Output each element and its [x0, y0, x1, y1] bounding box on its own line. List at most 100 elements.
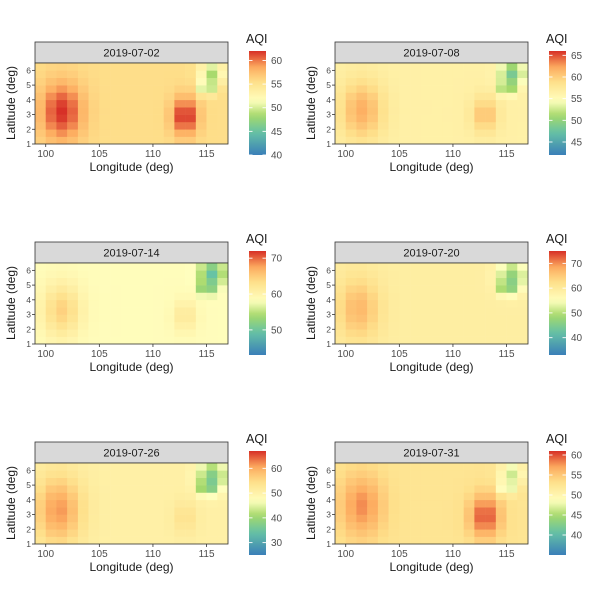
x-tick-label: 115 [199, 549, 215, 560]
heatmap-cell [56, 307, 68, 315]
heatmap-cell [131, 514, 143, 523]
heatmap-cell [206, 514, 218, 523]
heatmap-cell [388, 136, 400, 145]
heatmap-cell [367, 285, 379, 293]
heatmap-cell [410, 485, 422, 493]
heatmap-cell [99, 477, 111, 486]
heatmap-cell [152, 277, 164, 286]
heatmap-cell [99, 114, 111, 123]
heatmap-cell [77, 321, 89, 330]
colorbar-tick-label: 45 [571, 511, 583, 522]
heatmap-cell [35, 314, 47, 323]
heatmap-cell [356, 292, 368, 301]
y-tick-label: 3 [326, 510, 331, 520]
heatmap-cell [442, 92, 454, 101]
heatmap-cell [185, 277, 197, 286]
heatmap-cell [485, 77, 497, 86]
colorbar [549, 251, 566, 355]
heatmap-cell [517, 136, 529, 145]
heatmap-cell [410, 70, 422, 79]
heatmap-cell [110, 336, 122, 345]
heatmap-cell [506, 470, 518, 479]
heatmap-cell [45, 85, 57, 93]
heatmap-cell [131, 285, 143, 293]
heatmap-cell [485, 63, 497, 71]
heatmap-cell [131, 85, 143, 93]
heatmap-cell [77, 477, 89, 486]
x-tick-label: 105 [91, 549, 108, 560]
heatmap-cell [67, 136, 79, 145]
heatmap-cell [163, 77, 175, 86]
heatmap-cell [163, 85, 175, 93]
heatmap-cell [185, 285, 197, 293]
colorbar-tick-label: 50 [271, 325, 283, 336]
heatmap-cell [174, 507, 186, 515]
heatmap-cell [431, 285, 443, 293]
heatmap-cell [131, 70, 143, 79]
y-tick-label: 3 [26, 110, 31, 120]
heatmap-cell [356, 470, 368, 479]
heatmap-cell [77, 507, 89, 515]
colorbar-tick-label: 40 [571, 333, 583, 344]
heatmap-cell [185, 514, 197, 523]
heatmap-cell [120, 92, 132, 101]
heatmap-cell [377, 536, 389, 545]
heatmap-cell [131, 77, 143, 86]
heatmap-cell [56, 536, 68, 545]
heatmap-cell [206, 485, 218, 493]
heatmap-cell [517, 492, 529, 501]
heatmap-cell [335, 470, 347, 479]
heatmap-cell [77, 307, 89, 315]
heatmap-cell [420, 307, 432, 315]
heatmap-cell [110, 70, 122, 79]
heatmap-cell [356, 77, 368, 86]
colorbar-tick-label: 45 [271, 127, 283, 138]
heatmap-cell [56, 299, 68, 308]
heatmap-cell [142, 336, 154, 345]
heatmap-cell [45, 107, 57, 115]
heatmap-cell [345, 270, 357, 279]
heatmap-cell [367, 299, 379, 308]
heatmap-cell [399, 121, 411, 130]
heatmap-cell [367, 129, 379, 137]
heatmap-cell [463, 299, 475, 308]
heatmap-cell [110, 314, 122, 323]
heatmap-cell [399, 499, 411, 508]
y-tick-label: 3 [26, 510, 31, 520]
heatmap-cells [335, 463, 529, 545]
heatmap-cell [367, 507, 379, 515]
heatmap-cell [420, 99, 432, 108]
heatmap-cell [345, 463, 357, 471]
heatmap-cell [517, 121, 529, 130]
heatmap-cell [356, 314, 368, 323]
heatmap-cell [152, 136, 164, 145]
heatmap-cell [410, 507, 422, 515]
y-axis-label: Latitude (deg) [304, 466, 318, 540]
heatmap-cell [431, 121, 443, 130]
heatmap-cell [420, 463, 432, 471]
heatmap-cell [185, 307, 197, 315]
heatmap-cell [185, 270, 197, 279]
heatmap-cell [399, 292, 411, 301]
heatmap-cell [45, 129, 57, 137]
heatmap-cell [174, 270, 186, 279]
heatmap-cell [367, 492, 379, 501]
heatmap-cell [120, 136, 132, 145]
heatmap-cell [67, 299, 79, 308]
heatmap-cell [217, 129, 229, 137]
heatmap-cell [174, 99, 186, 108]
heatmap-cell [67, 85, 79, 93]
heatmap-cell [367, 277, 379, 286]
heatmap-cell [463, 470, 475, 479]
heatmap-cell [377, 521, 389, 530]
x-tick-label: 105 [391, 549, 408, 560]
heatmap-cell [77, 285, 89, 293]
heatmap-cell [206, 507, 218, 515]
heatmap-cell [377, 63, 389, 71]
heatmap-cell [99, 470, 111, 479]
heatmap-cell [517, 321, 529, 330]
heatmap-cell [45, 307, 57, 315]
x-tick-label: 100 [337, 149, 354, 160]
heatmap-cell [452, 536, 464, 545]
